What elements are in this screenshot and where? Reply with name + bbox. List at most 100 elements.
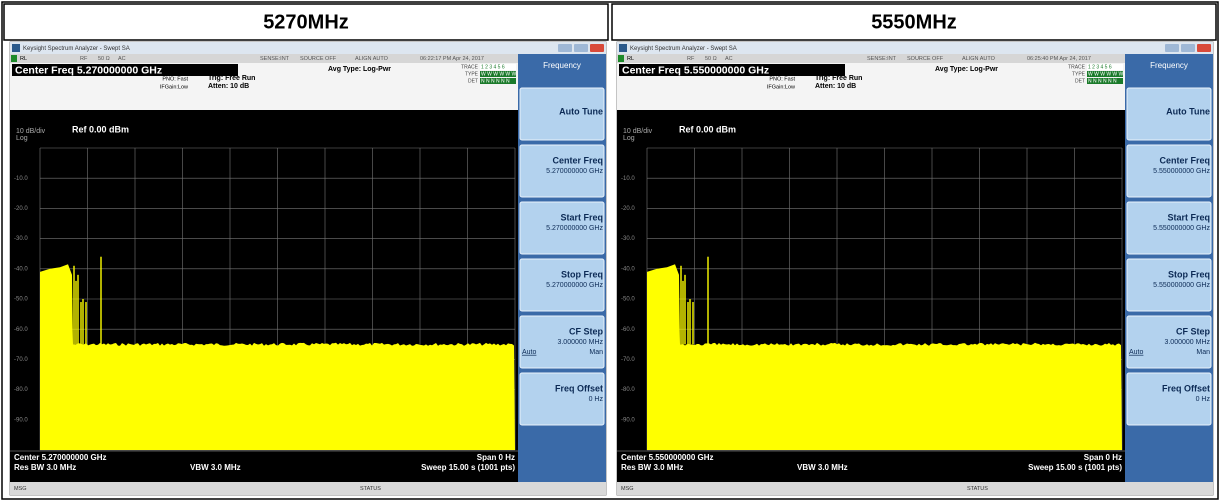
- setting: Trig: Free Run: [208, 75, 255, 82]
- softkey-value: 5.550000000 GHz: [1153, 168, 1210, 175]
- status-bar: [10, 482, 606, 495]
- softkey: [1126, 87, 1212, 141]
- y-axis-label: -30.0: [14, 236, 28, 242]
- softkey-value: 5.270000000 GHz: [546, 168, 603, 175]
- y-axis-label: -20.0: [621, 206, 635, 212]
- y-axis-label: -10.0: [621, 176, 635, 182]
- center-freq-box: [619, 64, 845, 76]
- trace-value: W W W W W W: [481, 71, 517, 77]
- setting: Atten: 10 dB: [815, 83, 856, 90]
- softkey-label: Freq Offset: [555, 383, 603, 393]
- window-button: [590, 44, 604, 52]
- center-freq-box: [12, 64, 238, 76]
- trace-value-bg: [480, 71, 516, 77]
- y-axis-label: -80.0: [621, 387, 635, 393]
- trace-label: TYPE: [465, 71, 479, 77]
- status-item: SOURCE OFF: [300, 56, 337, 62]
- window-button: [558, 44, 572, 52]
- softkey: [1126, 315, 1212, 369]
- status-item: SENSE:INT: [867, 56, 897, 62]
- y-axis-label: -80.0: [14, 387, 28, 393]
- softkey-label: Center Freq: [552, 155, 603, 165]
- trace-value-bg: [480, 78, 516, 84]
- softkey-option: Auto: [1129, 349, 1144, 356]
- setting: Avg Type: Log-Pwr: [935, 66, 998, 73]
- status-msg: MSG: [621, 486, 634, 492]
- y-axis-label: -90.0: [14, 417, 28, 423]
- footer-center: Center 5.270000000 GHz: [14, 453, 107, 462]
- status-label: STATUS: [360, 486, 381, 492]
- panel-header: [3, 3, 609, 41]
- menu-title: Frequency: [1150, 61, 1188, 70]
- trace-value-bg: [1087, 71, 1123, 77]
- status-item: 06:22:17 PM Apr 24, 2017: [420, 56, 484, 62]
- mode-indicator: [11, 55, 17, 62]
- footer-span: Span 0 Hz: [477, 453, 515, 462]
- status-item: SENSE:INT: [260, 56, 290, 62]
- status-item: RF: [687, 56, 695, 62]
- trace-value: N N N N N N: [481, 78, 510, 84]
- setting: IFGain:Low: [767, 84, 795, 90]
- status-item: RL: [627, 56, 634, 62]
- status-item: 06:25:40 PM Apr 24, 2017: [1027, 56, 1091, 62]
- softkey-value: 3.000000 MHz: [1164, 339, 1210, 346]
- app-icon: [619, 44, 627, 52]
- window-button: [1181, 44, 1195, 52]
- trace-fill: [647, 264, 1122, 450]
- footer-rbw: Res BW 3.0 MHz: [621, 463, 683, 472]
- scale: 10 dB/div: [16, 128, 46, 135]
- trace-value: 1 2 3 4 5 6: [481, 64, 505, 70]
- window-button: [1197, 44, 1211, 52]
- setting: Avg Type: Log-Pwr: [328, 66, 391, 73]
- status-item: 50 Ω: [98, 56, 110, 62]
- footer-vbw: VBW 3.0 MHz: [190, 463, 241, 472]
- y-axis-label: -60.0: [621, 327, 635, 333]
- y-axis-label: -30.0: [621, 236, 635, 242]
- softkey-value: 3.000000 MHz: [557, 339, 603, 346]
- softkey: [1126, 201, 1212, 255]
- softkey: [519, 372, 605, 426]
- footer-span: Span 0 Hz: [1084, 453, 1122, 462]
- window-button: [1165, 44, 1179, 52]
- trace-value-bg: [1087, 64, 1123, 70]
- trace-fill: [40, 264, 515, 450]
- status-bar: [617, 482, 1213, 495]
- softkey-value: 5.270000000 GHz: [546, 225, 603, 232]
- panel-title: 5550MHz: [871, 11, 957, 33]
- softkey-value: 5.550000000 GHz: [1153, 225, 1210, 232]
- center-freq: Center Freq 5.550000000 GHz: [622, 64, 769, 76]
- softkey-label: CF Step: [569, 326, 604, 336]
- y-axis-label: -70.0: [621, 357, 635, 363]
- reference-level: Ref 0.00 dBm: [72, 124, 129, 134]
- y-axis-label: -60.0: [14, 327, 28, 333]
- reference-level: Ref 0.00 dBm: [679, 124, 736, 134]
- panel-title: 5270MHz: [263, 11, 349, 33]
- trace-label: TRACE: [1068, 64, 1086, 70]
- footer-sweep: Sweep 15.00 s (1001 pts): [421, 463, 515, 472]
- softkey-label: Start Freq: [1167, 212, 1210, 222]
- status-item: AC: [118, 56, 126, 62]
- window-button: [574, 44, 588, 52]
- status-item: RL: [20, 56, 27, 62]
- footer-rbw: Res BW 3.0 MHz: [14, 463, 76, 472]
- window-title-bar: [10, 42, 606, 54]
- y-axis-label: -10.0: [14, 176, 28, 182]
- status-label: STATUS: [967, 486, 988, 492]
- panel-header: [611, 3, 1217, 41]
- y-axis-label: -50.0: [621, 297, 635, 303]
- softkey-label: Stop Freq: [1168, 269, 1210, 279]
- y-axis-label: -20.0: [14, 206, 28, 212]
- footer-sweep: Sweep 15.00 s (1001 pts): [1028, 463, 1122, 472]
- softkey-option: Man: [589, 349, 603, 356]
- footer-vbw: VBW 3.0 MHz: [797, 463, 848, 472]
- setting: IFGain:Low: [160, 84, 188, 90]
- trace-value: N N N N N N: [1088, 78, 1117, 84]
- y-axis-label: -70.0: [14, 357, 28, 363]
- setting: PNO: Fast: [769, 76, 795, 82]
- softkey-label: Stop Freq: [561, 269, 603, 279]
- status-item: AC: [725, 56, 733, 62]
- trace-value: 1 2 3 4 5 6: [1088, 64, 1112, 70]
- analyzer-screen: Keysight Spectrum Analyzer - Swept SA RL R…: [9, 41, 607, 496]
- softkey-label: Center Freq: [1159, 155, 1210, 165]
